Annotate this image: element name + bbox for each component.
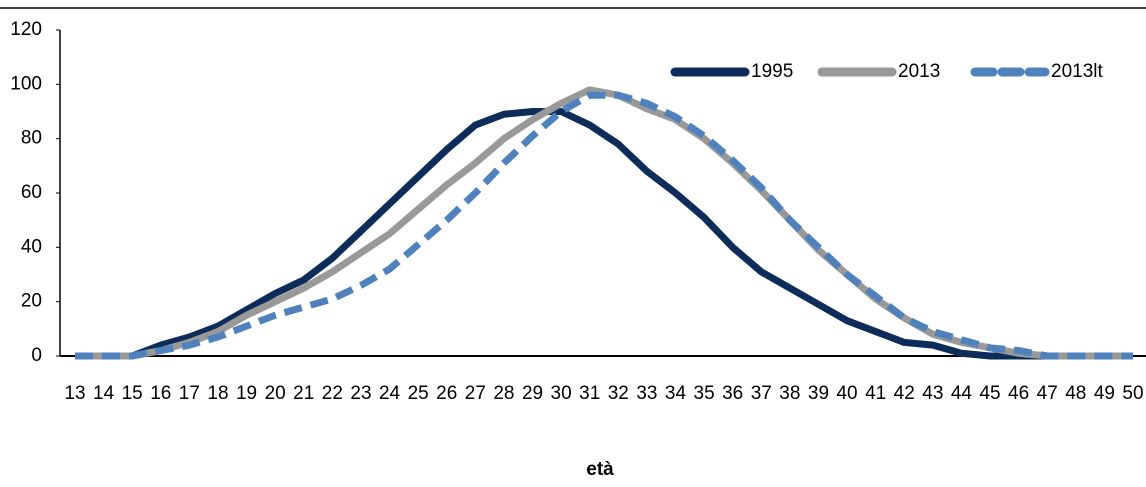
y-tick-label: 60: [21, 182, 42, 203]
x-tick-label: 33: [636, 383, 657, 404]
series-line: [75, 108, 1133, 360]
y-tick-label: 120: [10, 19, 42, 40]
series-line: [75, 91, 1133, 360]
x-tick-label: 25: [408, 383, 429, 404]
x-tick-label: 29: [522, 383, 543, 404]
x-tick-label: 17: [179, 383, 200, 404]
x-tick-label: 30: [551, 383, 572, 404]
legend-label: 2013lt: [1051, 61, 1103, 82]
x-tick-label: 38: [779, 383, 800, 404]
y-tick-label: 20: [21, 291, 42, 312]
x-tick-label: 26: [436, 383, 457, 404]
x-tick-label: 46: [1008, 383, 1029, 404]
x-axis-title: età: [586, 459, 614, 480]
x-tick-label: 36: [722, 383, 743, 404]
x-tick-label: 48: [1065, 383, 1086, 404]
legend-label: 1995: [751, 61, 793, 82]
x-tick-label: 43: [922, 383, 943, 404]
x-tick-label: 31: [579, 383, 600, 404]
x-tick-label: 41: [865, 383, 886, 404]
x-tick-label: 23: [350, 383, 371, 404]
x-tick-label: 16: [150, 383, 171, 404]
x-tick-label: 32: [608, 383, 629, 404]
x-tick-label: 47: [1037, 383, 1058, 404]
x-tick-label: 21: [293, 383, 314, 404]
x-tick-label: 14: [93, 383, 115, 404]
x-tick-label: 44: [951, 383, 973, 404]
x-tick-label: 24: [379, 383, 401, 404]
x-tick-label: 28: [493, 383, 514, 404]
x-tick-label: 27: [465, 383, 486, 404]
x-tick-label: 15: [122, 383, 143, 404]
x-tick-label: 37: [751, 383, 772, 404]
x-tick-label: 22: [322, 383, 343, 404]
y-tick-label: 40: [21, 236, 42, 257]
x-tick-label: 49: [1094, 383, 1115, 404]
y-tick-label: 0: [31, 345, 42, 366]
x-tick-label: 35: [694, 383, 715, 404]
x-tick-label: 13: [64, 383, 85, 404]
x-tick-label: 34: [665, 383, 687, 404]
x-tick-label: 40: [836, 383, 857, 404]
x-tick-label: 19: [236, 383, 257, 404]
x-tick-label: 50: [1122, 383, 1143, 404]
x-tick-label: 42: [894, 383, 915, 404]
y-tick-label: 80: [21, 128, 42, 149]
x-tick-label: 39: [808, 383, 829, 404]
y-tick-label: 100: [10, 73, 42, 94]
legend-label: 2013: [898, 61, 940, 82]
x-tick-label: 45: [979, 383, 1000, 404]
x-tick-label: 18: [207, 383, 228, 404]
x-tick-label: 20: [265, 383, 286, 404]
